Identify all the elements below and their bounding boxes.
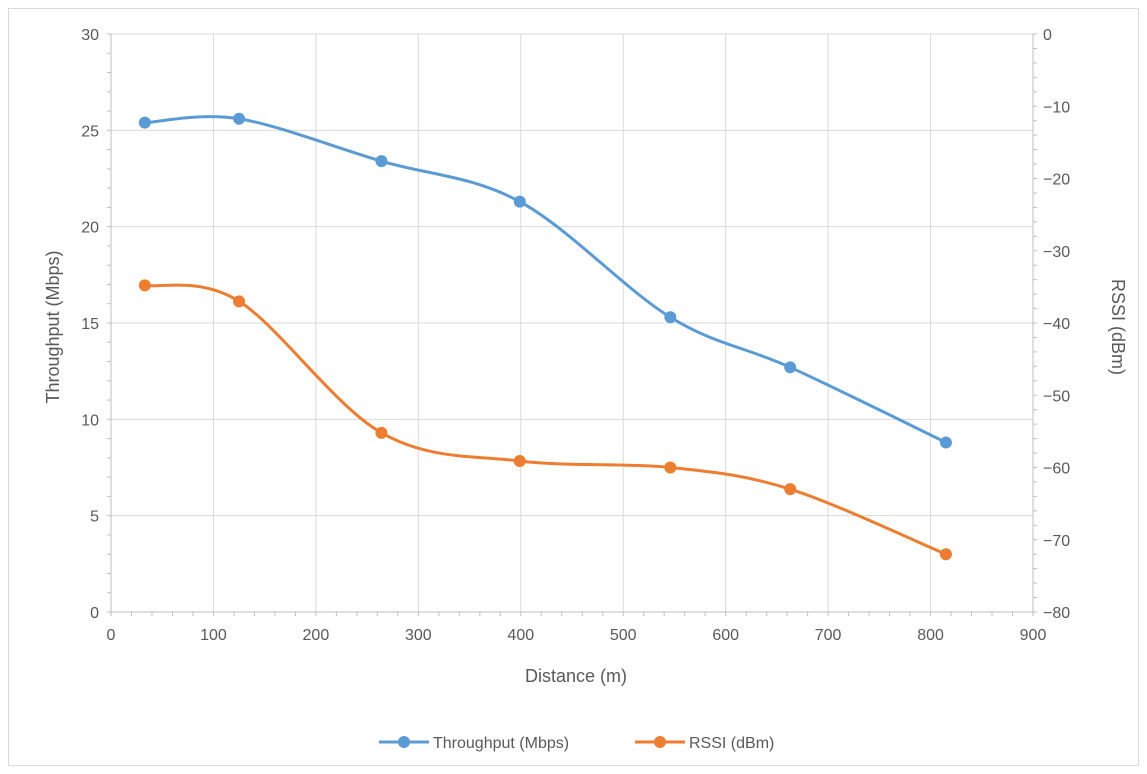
line-chart: 0 100 200 300 400 500 600 700 800 900051015202530… (43, 27, 1128, 752)
y2-tick-label: −10 (1043, 99, 1070, 116)
data-point-throughput[interactable] (138, 116, 151, 129)
y-tick-label: 10 (81, 412, 99, 429)
data-point-throughput[interactable] (233, 112, 246, 125)
data-point-rssi[interactable] (939, 548, 952, 561)
y2-tick-label: −20 (1043, 172, 1070, 189)
x-tick-label: 500 (610, 627, 637, 644)
x-tick-label: 800 (917, 627, 944, 644)
x-tick-label: 700 (815, 627, 842, 644)
y2-tick-label: −80 (1043, 605, 1070, 622)
data-point-rssi[interactable] (375, 426, 388, 439)
series-line-throughput (143, 115, 948, 444)
x-axis-title: Distance (m) (525, 666, 627, 686)
y2-tick-label: −30 (1043, 244, 1070, 261)
y2-tick-label: −70 (1043, 533, 1070, 550)
x-tick-label: 900 (1020, 627, 1047, 644)
y-tick-label: 25 (81, 123, 99, 140)
legend-item-throughput[interactable]: Throughput (Mbps) (379, 735, 569, 752)
data-point-rssi[interactable] (664, 461, 677, 474)
legend-marker-rssi (654, 736, 666, 748)
data-point-rssi[interactable] (233, 295, 246, 308)
x-tick-label: 200 (303, 627, 330, 644)
legend-item-rssi[interactable]: RSSI (dBm) (635, 735, 774, 752)
data-point-throughput[interactable] (513, 195, 526, 208)
data-point-throughput[interactable] (784, 361, 797, 374)
x-tick-label: 0 (107, 627, 116, 644)
tick-labels: 0 100 200 300 400 500 600 700 800 900051015202530… (81, 27, 1070, 644)
chart-frame: 0 100 200 300 400 500 600 700 800 900 0 5 10 15 20 25 30… (8, 8, 1139, 766)
y-tick-label: 30 (81, 27, 99, 44)
legend-label-rssi: RSSI (dBm) (689, 735, 774, 752)
x-tick-label: 100 (200, 627, 227, 644)
series (138, 112, 952, 561)
data-point-rssi[interactable] (784, 483, 797, 496)
x-tick-label: 400 (507, 627, 534, 644)
legend: Throughput (Mbps) RSSI (dBm) (379, 735, 774, 752)
y-tick-label: 15 (81, 316, 99, 333)
data-point-throughput[interactable] (939, 436, 952, 449)
legend-label-throughput: Throughput (Mbps) (433, 735, 569, 752)
x-tick-label: 300 (405, 627, 432, 644)
data-point-rssi[interactable] (513, 454, 526, 467)
y2-axis-title: RSSI (dBm) (1108, 279, 1128, 375)
x-tick-label: 600 (712, 627, 739, 644)
data-point-throughput[interactable] (664, 311, 677, 324)
y2-tick-label: −50 (1043, 388, 1070, 405)
data-point-throughput[interactable] (375, 155, 388, 168)
axes (107, 33, 1037, 616)
y-tick-label: 0 (90, 605, 99, 622)
legend-marker-throughput (398, 736, 410, 748)
y-tick-label: 5 (90, 509, 99, 526)
y2-tick-label: −40 (1043, 316, 1070, 333)
y2-tick-label: −60 (1043, 461, 1070, 478)
y-tick-label: 20 (81, 220, 99, 237)
y2-tick-label: 0 (1043, 27, 1052, 44)
data-point-rssi[interactable] (138, 279, 151, 292)
y-axis-title: Throughput (Mbps) (43, 250, 63, 403)
